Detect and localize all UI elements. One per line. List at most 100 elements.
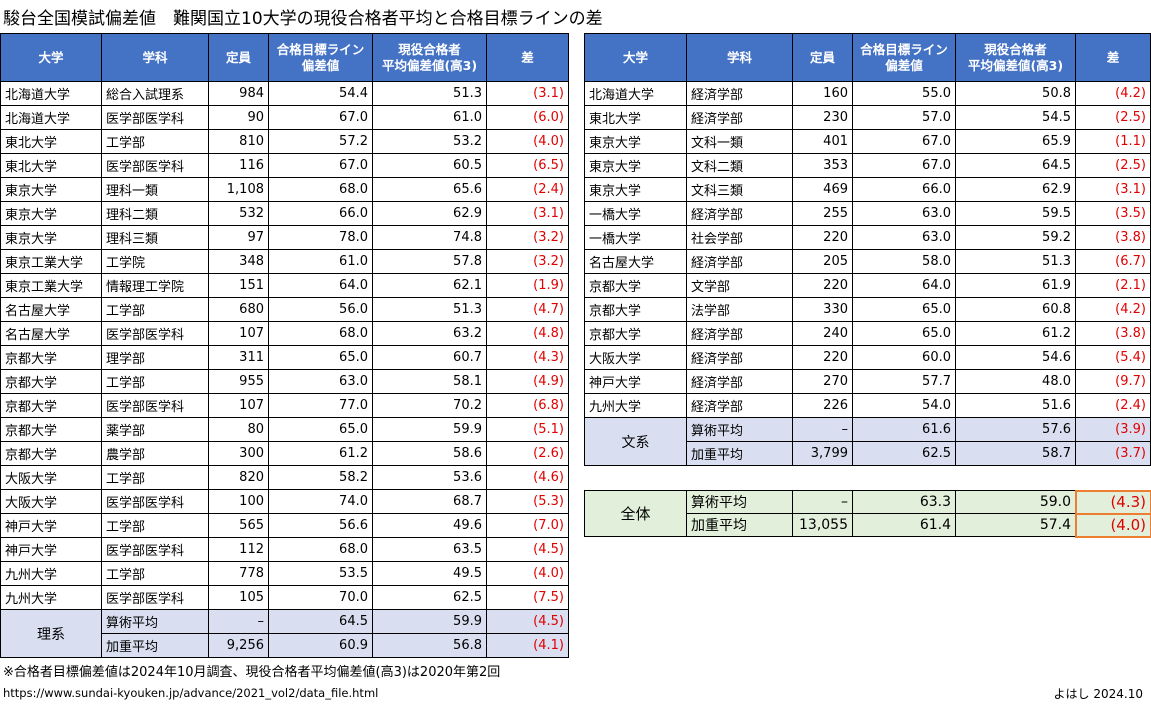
diff-cell: (2.4): [486, 177, 569, 202]
university-cell: 神戸大学: [0, 537, 102, 562]
university-cell: 一橋大学: [584, 201, 687, 226]
capacity-cell: 80: [208, 417, 269, 442]
target-cell: 61.6: [852, 417, 956, 442]
signature: よはし 2024.10: [1053, 687, 1143, 701]
capacity-cell: 401: [792, 129, 853, 154]
target-cell: 56.0: [268, 297, 373, 322]
diff-cell: (1.9): [486, 273, 569, 298]
overall-arith-row: 全体 算術平均 – 63.3 59.0 (4.3): [584, 489, 1151, 537]
average-cell: 62.9: [955, 177, 1076, 202]
average-cell: 49.6: [372, 513, 487, 538]
diff-cell: (1.1): [1075, 129, 1151, 154]
capacity-cell: 955: [208, 369, 269, 394]
department-cell: 情報理工学院: [101, 273, 209, 298]
diff-cell: (5.3): [486, 489, 569, 514]
university-cell: 京都大学: [584, 321, 687, 346]
table-row: 京都大学 工学部 955 63.0 58.1 (4.9): [0, 369, 569, 394]
target-cell: 54.0: [852, 393, 956, 418]
capacity-cell: 107: [208, 321, 269, 346]
humanities-arith-row: 文系 算術平均 – 61.6 57.6 (3.9): [584, 417, 1151, 466]
table-row: 神戸大学 医学部医学科 112 68.0 63.5 (4.5): [0, 537, 569, 562]
average-cell: 61.9: [955, 273, 1076, 298]
department-cell: 理科三類: [101, 225, 209, 250]
col-university: 大学: [584, 33, 687, 82]
average-cell: 64.5: [955, 153, 1076, 178]
target-cell: 64.0: [268, 273, 373, 298]
target-cell: 60.9: [268, 633, 373, 658]
capacity-cell: 230: [792, 105, 853, 130]
target-cell: 63.3: [852, 490, 956, 514]
target-cell: 64.5: [268, 609, 373, 634]
university-cell: 大阪大学: [0, 489, 102, 514]
average-cell: 61.2: [955, 321, 1076, 346]
university-cell: 東北大学: [584, 105, 687, 130]
target-cell: 63.0: [852, 201, 956, 226]
capacity-cell: 255: [792, 201, 853, 226]
department-cell: 理学部: [101, 345, 209, 370]
university-cell: 大阪大学: [0, 465, 102, 490]
average-cell: 48.0: [955, 369, 1076, 394]
diff-cell: (6.8): [486, 393, 569, 418]
col-target-line: 合格目標ライン 偏差値: [852, 33, 956, 82]
average-cell: 54.5: [955, 105, 1076, 130]
table-row: 京都大学 医学部医学科 107 77.0 70.2 (6.8): [0, 393, 569, 418]
department-cell: 経済学部: [686, 249, 793, 274]
diff-cell: (4.1): [486, 633, 569, 658]
department-cell: 農学部: [101, 441, 209, 466]
diff-cell: (3.1): [486, 201, 569, 226]
group-label: 全体: [584, 490, 687, 537]
university-cell: 東京大学: [584, 177, 687, 202]
average-cell: 56.8: [372, 633, 487, 658]
department-cell: 医学部医学科: [101, 393, 209, 418]
target-cell: 58.0: [852, 249, 956, 274]
overall-weighted-row: 加重平均 13,055 61.4 57.4 (4.0): [585, 512, 1151, 538]
col-department: 学科: [101, 33, 209, 82]
humanities-weighted-row: 加重平均 3,799 62.5 58.7 (3.7): [585, 441, 1151, 466]
average-cell: 53.6: [372, 465, 487, 490]
page-title: 駿台全国模試偏差値 難関国立10大学の現役合格者平均と合格目標ラインの差: [3, 9, 603, 29]
target-cell: 57.2: [268, 129, 373, 154]
humanities-table: 大学 学科 定員 合格目標ライン 偏差値 現役合格者 平均偏差値(高3) 差 北海道…: [584, 33, 1151, 466]
average-cell: 62.5: [372, 585, 487, 610]
capacity-cell: 353: [792, 153, 853, 178]
table-row: 東京大学 文科二類 353 67.0 64.5 (2.5): [584, 153, 1151, 178]
department-cell: 医学部医学科: [101, 537, 209, 562]
target-cell: 58.2: [268, 465, 373, 490]
university-cell: 京都大学: [0, 393, 102, 418]
average-cell: 58.6: [372, 441, 487, 466]
department-cell: 文科三類: [686, 177, 793, 202]
source-url[interactable]: https://www.sundai-kyouken.jp/advance/20…: [3, 686, 379, 700]
capacity-cell: 220: [792, 273, 853, 298]
average-cell: 49.5: [372, 561, 487, 586]
capacity-cell: 116: [208, 153, 269, 178]
department-cell: 経済学部: [686, 81, 793, 106]
table-row: 京都大学 法学部 330 65.0 60.8 (4.2): [584, 297, 1151, 322]
capacity-cell: 112: [208, 537, 269, 562]
average-cell: 59.0: [955, 490, 1076, 514]
table-row: 北海道大学 経済学部 160 55.0 50.8 (4.2): [584, 81, 1151, 106]
diff-cell: (4.3): [486, 345, 569, 370]
table-row: 東京工業大学 工学院 348 61.0 57.8 (3.2): [0, 249, 569, 274]
university-cell: 名古屋大学: [584, 249, 687, 274]
col-average: 現役合格者 平均偏差値(高3): [955, 33, 1076, 82]
capacity-cell: 348: [208, 249, 269, 274]
department-cell: 工学部: [101, 465, 209, 490]
department-cell: 薬学部: [101, 417, 209, 442]
target-cell: 56.6: [268, 513, 373, 538]
average-cell: 54.6: [955, 345, 1076, 370]
university-cell: 北海道大学: [0, 105, 102, 130]
science-weighted-row: 加重平均 9,256 60.9 56.8 (4.1): [1, 633, 569, 658]
average-cell: 59.9: [372, 609, 487, 634]
diff-cell: (4.2): [1075, 81, 1151, 106]
department-cell: 工学部: [101, 369, 209, 394]
department-cell: 理科二類: [101, 201, 209, 226]
group-label: 文系: [584, 417, 687, 466]
average-cell: 62.1: [372, 273, 487, 298]
university-cell: 東北大学: [0, 153, 102, 178]
target-cell: 62.5: [852, 441, 956, 466]
university-cell: 名古屋大学: [0, 321, 102, 346]
summary-label: 算術平均: [101, 609, 209, 634]
diff-cell: (4.2): [1075, 297, 1151, 322]
average-cell: 51.3: [372, 81, 487, 106]
diff-cell-highlighted: (4.3): [1074, 489, 1151, 515]
